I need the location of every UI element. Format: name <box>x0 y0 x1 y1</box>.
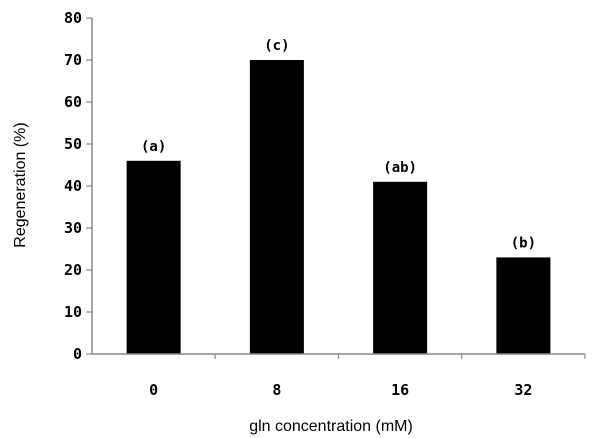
y-tick-label: 70 <box>64 51 82 69</box>
y-tick-label: 50 <box>64 135 82 153</box>
y-axis-ticks: 0 10 20 30 40 50 60 70 80 <box>64 9 92 363</box>
y-tick-label: 40 <box>64 177 82 195</box>
y-tick-label: 30 <box>64 219 82 237</box>
y-tick-label: 0 <box>73 345 82 363</box>
significance-label: (ab) <box>383 160 417 176</box>
bar-8 <box>249 60 304 354</box>
bar-0 <box>126 160 181 354</box>
x-axis-ticks: 0 8 16 32 <box>149 354 586 399</box>
significance-labels: (a) (c) (ab) (b) <box>141 38 536 251</box>
x-tick-label: 32 <box>514 381 532 399</box>
y-tick-label: 20 <box>64 261 82 279</box>
bar-32 <box>496 257 551 354</box>
significance-label: (a) <box>141 139 166 155</box>
y-tick-label: 10 <box>64 303 82 321</box>
bars <box>126 60 551 354</box>
y-tick-label: 80 <box>64 9 82 27</box>
x-axis-title: gln concentration (mM) <box>249 418 413 435</box>
x-tick-label: 0 <box>149 381 158 399</box>
significance-label: (b) <box>511 235 536 251</box>
x-tick-label: 8 <box>272 381 281 399</box>
y-axis-title: Regeneration (%) <box>12 122 29 247</box>
x-tick-label: 16 <box>391 381 409 399</box>
bar-16 <box>373 181 428 354</box>
y-tick-label: 60 <box>64 93 82 111</box>
significance-label: (c) <box>264 38 289 54</box>
